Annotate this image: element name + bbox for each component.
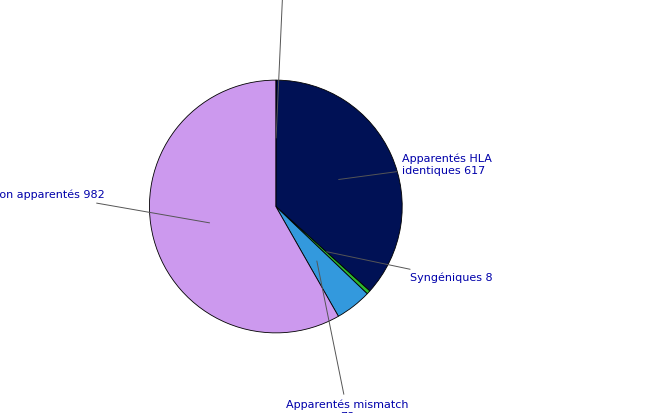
Text: Non apparentés 982: Non apparentés 982 bbox=[0, 189, 210, 223]
Wedge shape bbox=[276, 206, 367, 316]
Wedge shape bbox=[276, 80, 402, 291]
Text: Syngéniques 8: Syngéniques 8 bbox=[326, 252, 492, 283]
Text: valeurs manquantes
1: valeurs manquantes 1 bbox=[226, 0, 341, 138]
Wedge shape bbox=[149, 80, 338, 333]
Wedge shape bbox=[276, 206, 370, 294]
Text: Apparentés HLA
identiques 617: Apparentés HLA identiques 617 bbox=[339, 154, 492, 180]
Text: Apparentés mismatch
78: Apparentés mismatch 78 bbox=[286, 261, 408, 413]
